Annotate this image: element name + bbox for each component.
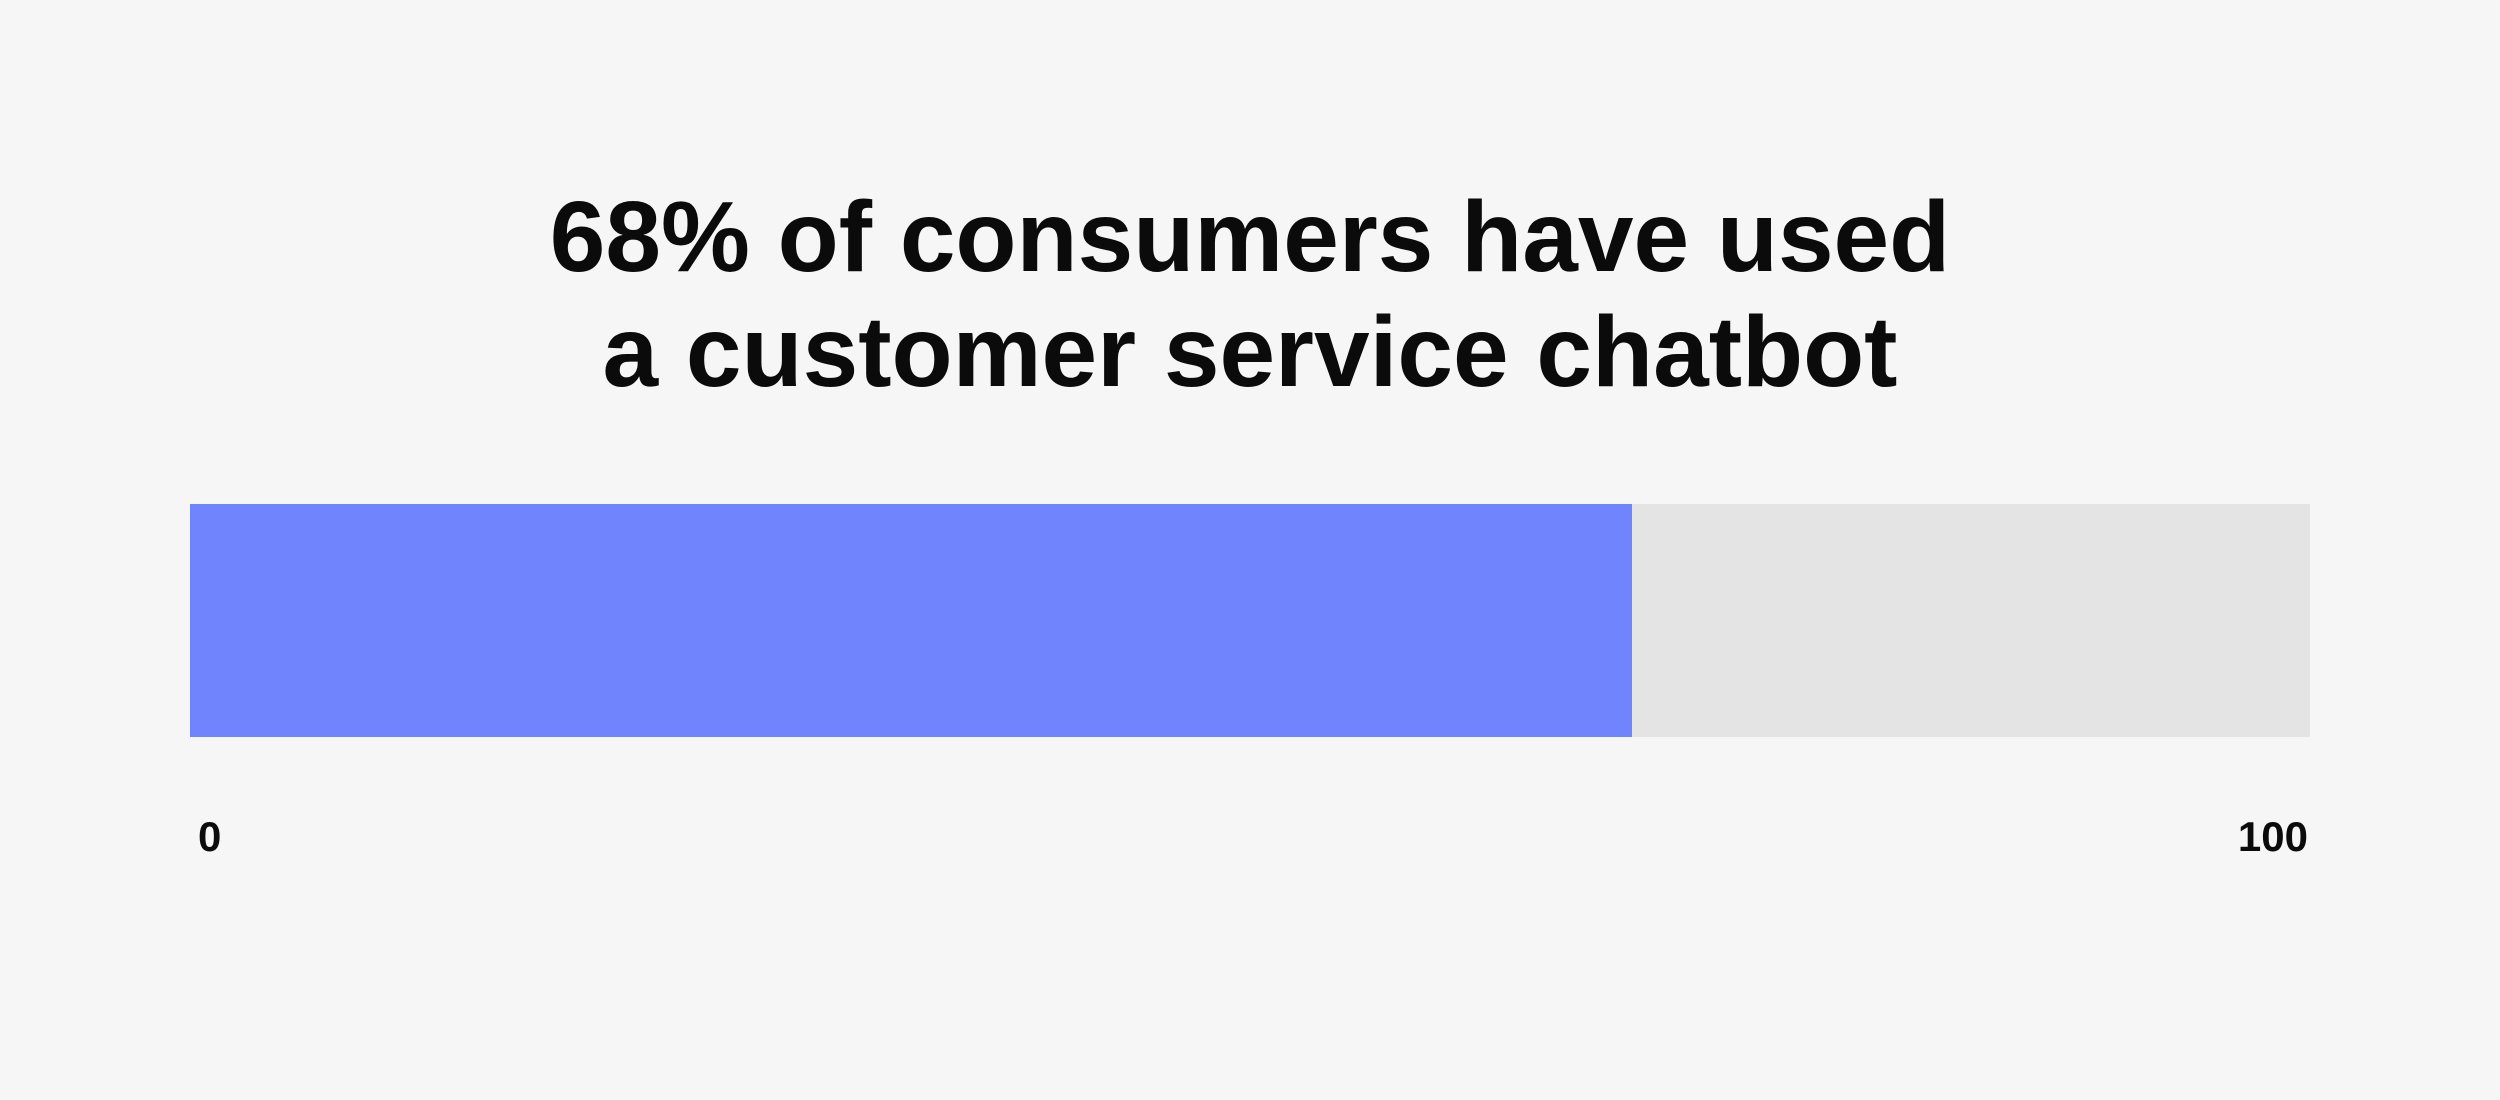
chart-title-line-1: 68% of consumers have used	[549, 181, 1951, 293]
chart-title-line-2: a customer service chatbot	[602, 296, 1898, 408]
bar-track	[190, 504, 2310, 737]
bar-fill-value	[190, 504, 1632, 737]
axis-tick-min: 0	[198, 813, 222, 860]
axis-tick-max: 100	[2237, 813, 2308, 860]
chart-title: 68% of consumers have used a customer se…	[0, 180, 2500, 410]
